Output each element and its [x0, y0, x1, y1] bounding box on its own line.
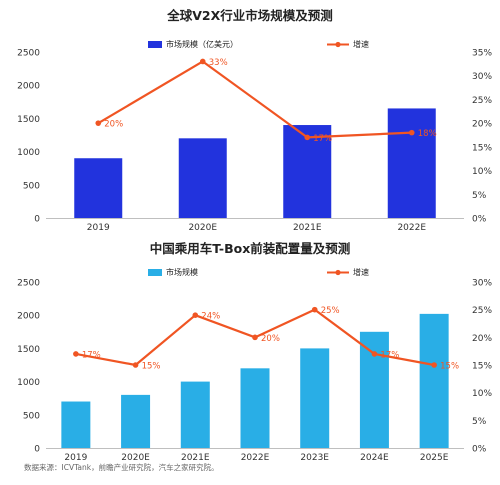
y-tick-right-label: 25%: [472, 96, 492, 106]
growth-point-2025E: [431, 362, 437, 368]
legend-swatch-bar: [148, 269, 162, 276]
bar-2022E: [387, 108, 436, 218]
bar-2021E: [180, 381, 210, 448]
y-tick-left-label: 1500: [17, 345, 40, 355]
y-tick-left-label: 1000: [17, 378, 40, 388]
legend-label-line: 增速: [353, 39, 369, 49]
y-axis-left: 0 500 1000 1500 2000 2500: [17, 279, 40, 455]
y-tick-right-label: 25%: [472, 306, 492, 316]
growth-point-2020E: [199, 58, 206, 65]
x-tick-label: 2019: [87, 223, 110, 233]
y-tick-left-label: 0: [34, 215, 40, 225]
growth-point-2021E: [304, 134, 311, 141]
x-tick-label: 2025E: [420, 453, 449, 462]
y-tick-right-label: 5%: [472, 191, 487, 201]
y-tick-right-label: 10%: [472, 167, 492, 177]
legend-label-line: 增速: [353, 267, 369, 277]
y-tick-right-label: 15%: [472, 143, 492, 153]
x-tick-label: 2024E: [360, 453, 389, 462]
line-series: 17% 15% 24% 20% 25% 17% 15%: [73, 306, 459, 372]
y-tick-left-label: 2500: [17, 49, 40, 59]
bar-2020E: [178, 138, 227, 218]
y-tick-left-label: 2000: [17, 312, 40, 322]
y-tick-right-label: 0%: [472, 215, 487, 225]
growth-data-label: 20%: [261, 334, 280, 344]
y-tick-right-label: 5%: [472, 417, 487, 427]
y-tick-left-label: 500: [23, 181, 40, 191]
x-axis: 2019 2020E 2021E 2022E: [87, 223, 427, 233]
legend-label-bar: 市场规模（亿美元）: [166, 39, 238, 49]
growth-data-label: 17%: [313, 134, 332, 144]
y-tick-right-label: 0%: [472, 445, 487, 455]
growth-point-2023E: [311, 306, 318, 313]
growth-data-label: 33%: [209, 58, 228, 68]
bar-2022E: [240, 368, 270, 448]
line-series: 20% 33% 17% 18%: [95, 58, 437, 144]
y-tick-left-label: 500: [23, 411, 40, 421]
y-tick-right-label: 20%: [472, 334, 492, 344]
growth-data-label: 24%: [201, 312, 220, 322]
growth-line: [97, 60, 412, 139]
legend-swatch-marker: [335, 41, 341, 48]
y-tick-left-label: 1500: [17, 115, 40, 125]
y-tick-right-label: 35%: [472, 49, 492, 59]
chart-legend: 市场规模（亿美元） 增速: [148, 39, 369, 49]
legend-label-bar: 市场规模: [166, 267, 198, 277]
chart-title: 全球V2X行业市场规模及预测: [166, 8, 333, 23]
chart-title: 中国乘用车T-Box前装配置量及预测: [150, 241, 351, 256]
y-tick-right-label: 30%: [472, 72, 492, 82]
growth-data-label: 20%: [104, 120, 123, 130]
bar-2019: [74, 158, 123, 218]
y-tick-left-label: 0: [34, 445, 40, 455]
x-tick-label: 2020E: [188, 223, 217, 233]
y-axis-right: 0% 5% 10% 15% 20% 25% 30% 35%: [472, 49, 492, 225]
growth-data-label: 15%: [440, 362, 459, 372]
y-tick-right-label: 20%: [472, 120, 492, 130]
x-tick-label: 2023E: [300, 453, 329, 462]
growth-point-2020E: [132, 362, 139, 368]
bar-2019: [61, 401, 91, 448]
growth-point-2021E: [192, 312, 199, 318]
x-tick-label: 2019: [64, 453, 87, 462]
y-axis-right: 0% 5% 10% 15% 20% 25% 30%: [472, 279, 492, 455]
growth-point-2022E: [252, 334, 258, 341]
y-tick-right-label: 30%: [472, 279, 492, 289]
source-note: 数据来源：ICVTank，前瞻产业研究院，汽车之家研究院。: [24, 463, 219, 472]
y-tick-left-label: 1000: [17, 148, 40, 158]
bar-series: [61, 313, 449, 448]
growth-data-label: 17%: [82, 350, 101, 360]
x-tick-label: 2022E: [241, 453, 270, 462]
growth-data-label: 17%: [380, 350, 399, 360]
bar-2020E: [121, 394, 151, 448]
bar-2025E: [419, 313, 449, 448]
growth-point-2019: [95, 120, 102, 126]
x-axis: 2019 2020E 2021E 2022E 2023E 2024E 2025E: [64, 453, 448, 462]
growth-data-label: 15%: [142, 362, 161, 372]
x-tick-label: 2021E: [181, 453, 210, 462]
bar-2024E: [359, 331, 389, 448]
y-tick-right-label: 10%: [472, 389, 492, 399]
bar-series: [74, 108, 436, 218]
chart-legend: 市场规模 增速: [148, 267, 369, 277]
legend-swatch-marker: [335, 269, 341, 276]
bar-2021E: [283, 125, 332, 218]
y-tick-left-label: 2500: [17, 279, 40, 289]
legend-swatch-bar: [148, 41, 162, 48]
y-tick-right-label: 15%: [472, 362, 492, 372]
growth-point-2024E: [371, 351, 378, 357]
x-tick-label: 2021E: [293, 223, 322, 233]
x-tick-label: 2022E: [397, 223, 426, 233]
growth-data-label: 18%: [418, 129, 437, 139]
x-tick-label: 2020E: [121, 453, 150, 462]
growth-data-label: 25%: [321, 306, 340, 316]
bar-2023E: [300, 348, 330, 448]
growth-point-2022E: [408, 129, 415, 136]
growth-point-2019: [73, 351, 79, 357]
y-axis-left: 0 500 1000 1500 2000 2500: [17, 49, 40, 225]
y-tick-left-label: 2000: [17, 82, 40, 92]
